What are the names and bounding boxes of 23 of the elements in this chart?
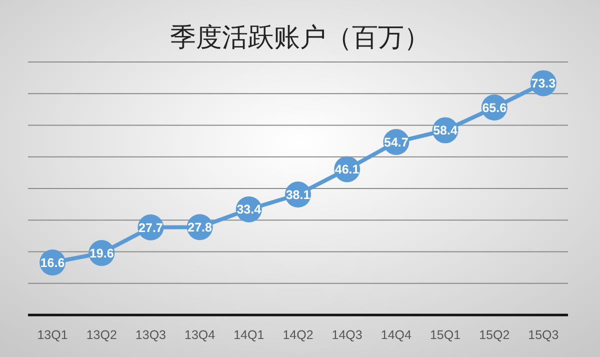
x-tick-label: 13Q4 [184,328,216,342]
data-label: 33.4 [236,202,262,217]
data-label: 46.1 [334,162,360,177]
data-label: 16.6 [40,256,65,270]
data-label: 27.7 [138,220,163,235]
data-label: 38.1 [286,188,310,202]
x-tick-label: 13Q2 [86,328,117,342]
x-tick-label: 15Q1 [430,328,461,342]
x-tick-label: 15Q2 [479,328,510,342]
x-tick-label: 14Q2 [282,328,314,342]
x-tick-label: 14Q1 [234,328,264,342]
chart-title: 季度活跃账户（百万） [170,23,430,53]
data-label: 73.3 [531,76,556,91]
data-label: 54.7 [384,135,408,150]
data-label: 58.4 [433,124,458,138]
data-label: 27.8 [188,220,212,234]
x-tick-label: 13Q3 [135,328,166,342]
data-label: 19.6 [89,246,114,260]
x-tick-label: 14Q3 [332,328,362,342]
x-tick-label: 13Q1 [37,328,68,342]
data-label: 65.6 [482,100,507,115]
x-tick-label: 15Q3 [528,328,559,342]
x-tick-label: 14Q4 [380,328,412,342]
